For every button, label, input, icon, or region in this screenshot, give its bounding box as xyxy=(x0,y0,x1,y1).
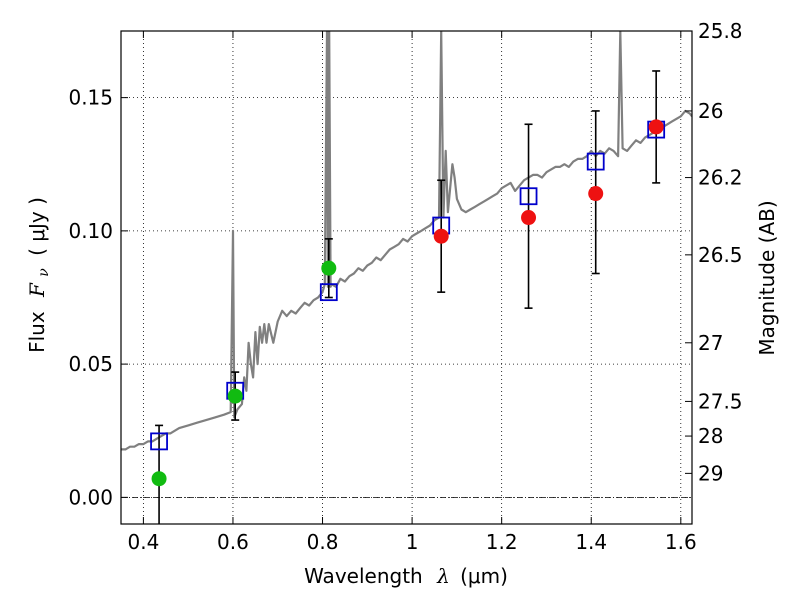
x-tick-label: 0.4 xyxy=(127,530,159,554)
observed-flux-point xyxy=(321,260,337,276)
x-tick-label: 1.2 xyxy=(486,530,518,554)
observed-flux-point xyxy=(648,119,664,135)
y2-tick-label: 27.5 xyxy=(698,389,743,413)
observed-flux-point xyxy=(151,471,167,487)
model-photometry-square xyxy=(519,187,538,206)
y-tick-label: 0.00 xyxy=(68,485,113,509)
plot-frame xyxy=(120,30,693,525)
observed-flux-point xyxy=(588,186,604,202)
observed-flux-point xyxy=(433,228,449,244)
x-tick-label: 0.8 xyxy=(307,530,339,554)
x-tick-label: 1 xyxy=(406,530,419,554)
observed-flux-point xyxy=(227,388,243,404)
y2-axis-label: Magnitude (AB) xyxy=(755,200,779,355)
y2-tick-label: 26.5 xyxy=(698,243,743,267)
x-tick-label: 1.4 xyxy=(575,530,607,554)
y2-tick-label: 26 xyxy=(698,99,723,123)
y2-tick-label: 29 xyxy=(698,461,723,485)
x-tick-label: 1.6 xyxy=(665,530,697,554)
observed-flux-point xyxy=(521,210,537,226)
y-tick-label: 0.05 xyxy=(68,352,113,376)
plot-series-group xyxy=(121,31,692,524)
y-axis-label: Flux F ν ( μJy ) xyxy=(25,197,53,353)
model-photometry-square xyxy=(319,283,338,302)
y2-tick-label: 25.8 xyxy=(698,19,743,43)
y-tick-label: 0.15 xyxy=(68,86,113,110)
model-photometry-square xyxy=(150,432,168,451)
axes: 0.4 0.6 0.8 1 1.2 1.4 1.6 0.00 0.05 0.10 0.15 25.8 2… xyxy=(68,19,742,554)
x-tick-label: 0.6 xyxy=(217,530,249,554)
y2-tick-label: 28 xyxy=(698,424,723,448)
model-photometry-square xyxy=(586,152,605,171)
y-tick-label: 0.10 xyxy=(68,219,113,243)
plot-area xyxy=(121,31,692,524)
y2-tick-label: 27 xyxy=(698,331,723,355)
y2-tick-label: 26.2 xyxy=(698,166,743,190)
x-axis-label: Wavelength λ (μm) xyxy=(304,564,508,588)
